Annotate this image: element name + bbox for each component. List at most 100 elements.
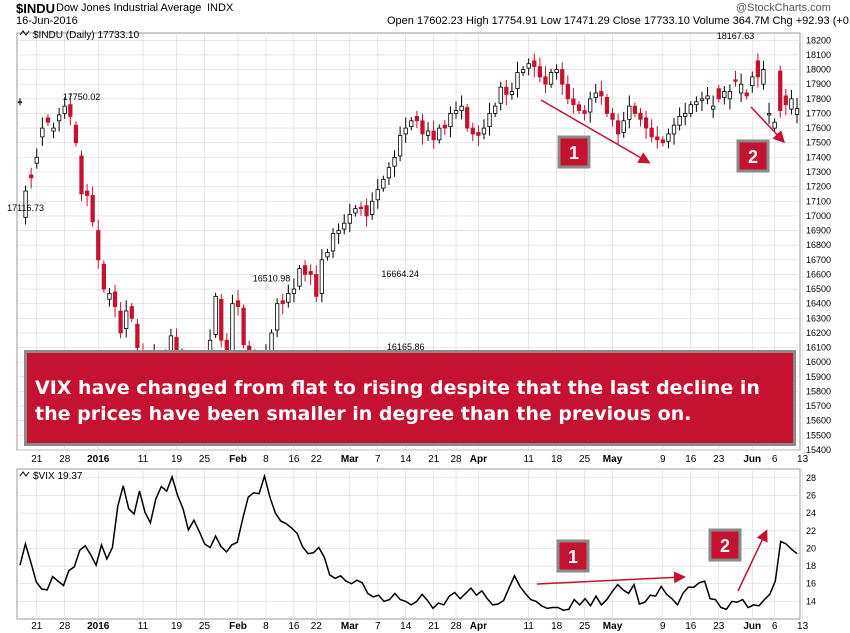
candle-body: [275, 303, 280, 331]
vix-x-tick-label: Jun: [743, 621, 761, 632]
price-y-tick-label: 15800: [806, 386, 831, 396]
vix-x-tick-label: 21: [428, 621, 440, 632]
candle: [543, 66, 548, 94]
candle-body: [504, 86, 509, 95]
candle: [112, 284, 118, 318]
low-value: 17471.29: [563, 15, 610, 27]
price-x-tick-label: 11: [138, 454, 149, 465]
badge-1-price: 1: [557, 135, 591, 169]
candle: [509, 82, 515, 100]
price-y-tick-label: 15500: [806, 430, 831, 440]
index-name: Dow Jones Industrial Average: [56, 2, 202, 14]
candle: [370, 192, 375, 220]
candle: [772, 118, 777, 132]
candle-body: [744, 92, 749, 97]
vix-y-tick-label: 18: [806, 561, 816, 571]
candle-body: [515, 72, 520, 90]
candle: [364, 198, 369, 227]
candle: [219, 293, 224, 348]
candle: [783, 88, 788, 116]
candle-body: [794, 108, 800, 115]
candle-body: [649, 127, 654, 138]
chg-label: Chg: [772, 15, 793, 27]
vix-x-tick-label: 22: [311, 621, 323, 632]
candle: [17, 98, 23, 106]
candle: [29, 167, 34, 189]
candle: [733, 70, 738, 87]
candle-body: [308, 271, 313, 275]
candle-body: [738, 83, 744, 94]
candle: [705, 86, 710, 105]
exchange-label: INDX: [207, 2, 234, 14]
candle-body: [643, 117, 649, 129]
decline-arrow-2: [750, 106, 786, 144]
candle: [588, 91, 593, 123]
candle: [381, 175, 386, 192]
candle-body: [683, 113, 688, 117]
candle-body: [666, 133, 671, 142]
badge-1-vix: 1: [556, 539, 590, 573]
candle-body: [772, 121, 777, 129]
candle-body: [241, 307, 246, 346]
candle: [330, 228, 336, 259]
price-y-tick-label: 16900: [806, 226, 831, 236]
candle: [437, 124, 442, 144]
candle-body: [392, 156, 397, 167]
candle-body: [397, 135, 403, 157]
candle: [414, 110, 420, 128]
candle: [325, 248, 330, 261]
candle: [129, 302, 134, 322]
price-y-tick-label: 15600: [806, 416, 831, 426]
candle: [789, 89, 794, 115]
candle-body: [671, 124, 677, 135]
candle-body: [576, 104, 582, 111]
price-point-label: 18167.63: [717, 31, 755, 41]
candle-body: [470, 127, 475, 135]
candle: [45, 114, 51, 126]
price-x-tick-label: 21: [31, 454, 43, 465]
candle-body: [453, 110, 459, 114]
vix-y-tick-label: 14: [806, 596, 816, 606]
vix-x-tick-label: 25: [579, 621, 591, 632]
price-y-tick-label: 18200: [806, 35, 831, 45]
candle: [62, 97, 67, 119]
candle-body: [520, 69, 526, 73]
price-x-tick-label: 16: [685, 454, 697, 465]
vix-x-tick-label: 28: [450, 621, 462, 632]
candle-body: [615, 120, 621, 135]
price-y-tick-label: 16600: [806, 269, 831, 279]
price-x-tick-label: 11: [523, 454, 534, 465]
price-x-tick-label: Jun: [743, 454, 761, 465]
vix-x-tick-label: 7: [375, 621, 381, 632]
candle: [649, 119, 654, 143]
vix-legend: $VIX 19.37: [19, 471, 83, 482]
commentary-box: VIX have changed from flat to rising des…: [24, 350, 796, 446]
candle-body: [604, 96, 610, 114]
price-x-tick-label: 23: [713, 454, 725, 465]
price-y-tick-label: 16500: [806, 284, 831, 294]
vix-y-tick-label: 22: [806, 526, 816, 536]
candle: [520, 65, 526, 77]
candle: [101, 260, 106, 293]
candle: [375, 178, 380, 209]
candle: [750, 71, 755, 93]
candle-body: [17, 101, 23, 104]
candle: [124, 300, 129, 338]
candle: [599, 80, 604, 105]
badge-2-vix: 2: [708, 528, 742, 562]
price-y-tick-label: 15700: [806, 401, 831, 411]
vix-x-tick-label: May: [603, 621, 623, 632]
candle: [135, 318, 140, 355]
price-x-tick-label: 19: [171, 454, 183, 465]
candle-body: [750, 76, 755, 87]
price-y-tick-label: 16200: [806, 328, 831, 338]
high-label: High: [465, 15, 489, 27]
candle: [526, 58, 531, 76]
price-x-tick-label: Mar: [341, 454, 359, 465]
vix-x-tick-label: 25: [199, 621, 211, 632]
low-label: Low: [540, 15, 561, 27]
candle-body: [23, 190, 28, 218]
candle-body: [302, 265, 308, 275]
brand-watermark: @StockCharts.com: [736, 2, 831, 14]
